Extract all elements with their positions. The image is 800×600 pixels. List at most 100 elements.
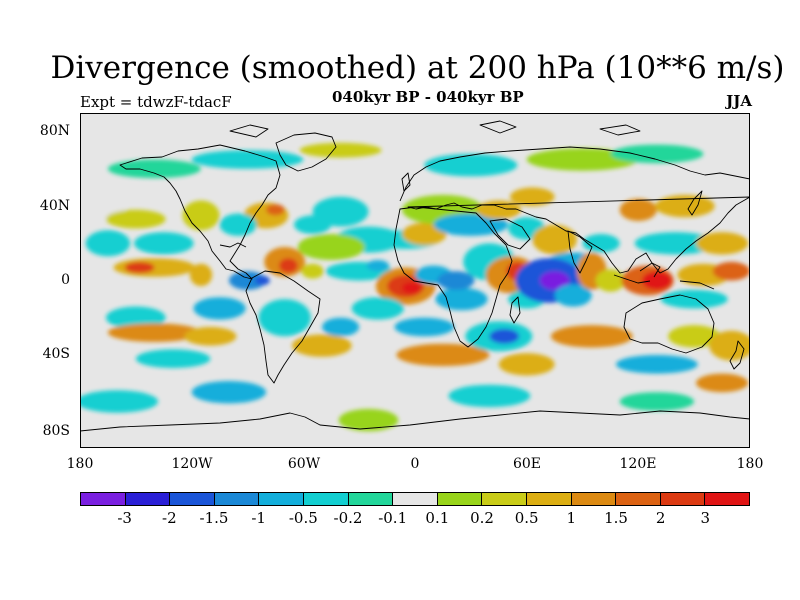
colorbar-label: 0.5 (514, 509, 539, 527)
colorbar-label: 3 (700, 509, 711, 527)
colorbar-label: -1.5 (199, 509, 229, 527)
coast-britain (401, 172, 411, 192)
field-contour-21 (366, 260, 389, 272)
colorbar-label: -1 (251, 509, 266, 527)
field-contour-82 (338, 408, 399, 432)
field-contour-66 (193, 297, 246, 320)
field-contour-83 (448, 384, 531, 408)
chart-title: Divergence (smoothed) at 200 hPa (10**6 … (50, 50, 785, 86)
field-contour-76 (550, 325, 633, 348)
colorbar-swatch-12 (616, 493, 661, 505)
colorbar-swatch-3 (214, 493, 260, 505)
lon-label-0: 0 (410, 456, 420, 472)
coast-newzealand (729, 340, 745, 370)
lat-label-eq: 0 (61, 272, 70, 288)
field-contour-74 (489, 328, 520, 344)
lon-label-60e: 60E (512, 456, 542, 472)
season-label: JJA (726, 92, 752, 110)
field-contour-40 (191, 150, 304, 169)
field-contour-4 (134, 232, 194, 255)
colorbar-label: 0.1 (425, 509, 450, 527)
field-contour-60 (660, 289, 728, 309)
lat-label-80n: 80N (39, 123, 70, 139)
field-contour-7 (189, 263, 213, 287)
field-contour-54 (554, 284, 592, 307)
experiment-label: Expt = tdwzF-tdacF (80, 93, 232, 111)
coast-south-america (245, 270, 321, 384)
colorbar-swatch-10 (526, 493, 572, 505)
field-contour-79 (709, 330, 750, 361)
colorbar-swatch-1 (125, 493, 171, 505)
colorbar-label: -0.1 (378, 509, 408, 527)
lat-label-40s: 40S (42, 346, 70, 362)
field-contour-41 (299, 142, 382, 158)
field-contour-6 (124, 261, 155, 274)
field-contour-45 (402, 282, 421, 294)
field-contour-35 (634, 232, 717, 255)
colorbar (80, 492, 750, 506)
colorbar-swatch-2 (170, 493, 215, 505)
colorbar-swatch-13 (660, 493, 706, 505)
field-contour-19 (297, 234, 365, 260)
field-contour-85 (696, 373, 749, 393)
period-label: 040kyr BP - 040kyr BP (332, 88, 524, 106)
field-contour-58 (642, 271, 672, 290)
field-contour-53 (539, 271, 570, 290)
lon-label-180e: 180 (736, 456, 764, 472)
field-contour-38 (424, 153, 518, 177)
colorbar-swatch-8 (437, 493, 483, 505)
coast-arabia (489, 218, 531, 250)
field-contour-36 (696, 232, 749, 255)
coast-madagascar (509, 296, 521, 324)
field-contour-9 (255, 275, 270, 286)
field-contour-42 (610, 144, 704, 164)
colorbar-swatch-5 (303, 493, 349, 505)
field-contour-84 (619, 392, 695, 411)
field-contour-33 (619, 198, 657, 221)
field-contour-15 (219, 213, 257, 236)
field-contour-62 (106, 306, 166, 329)
field-contour-1 (106, 209, 166, 229)
field-layer (80, 142, 750, 432)
field-contour-81 (191, 381, 267, 404)
field-contour-39 (107, 159, 201, 179)
coast-gulf (219, 242, 247, 248)
field-contour-14 (266, 204, 285, 216)
coastlines (80, 120, 750, 432)
coast-antarctica (80, 410, 750, 432)
field-contour-48 (437, 271, 475, 290)
field-contour-56 (595, 269, 626, 292)
colorbar-swatch-11 (571, 493, 617, 505)
divergence-map (80, 113, 750, 448)
colorbar-label: 1 (566, 509, 577, 527)
field-contour-71 (394, 317, 455, 337)
colorbar-label: -0.2 (333, 509, 363, 527)
colorbar-label: -3 (117, 509, 132, 527)
coast-indonesia (613, 262, 715, 290)
lon-label-60w: 60W (287, 456, 321, 472)
field-contour-27 (476, 200, 522, 220)
colorbar-label: -0.5 (288, 509, 318, 527)
field-contour-61 (712, 261, 750, 281)
coast-australia (623, 294, 715, 354)
field-contour-72 (396, 343, 490, 367)
field-contour-75 (498, 353, 555, 376)
coast-eurasia (399, 146, 750, 274)
field-contour-70 (351, 297, 404, 320)
colorbar-swatch-6 (348, 493, 394, 505)
lon-label-180w: 180 (66, 456, 94, 472)
lat-label-40n: 40N (39, 198, 70, 214)
colorbar-label: 1.5 (604, 509, 628, 527)
field-contour-17 (312, 196, 369, 227)
colorbar-label: -2 (162, 509, 177, 527)
field-contour-30 (532, 224, 577, 255)
coast-japan (687, 190, 703, 216)
coast-africa (393, 206, 513, 348)
field-contour-25 (433, 213, 508, 236)
field-contour-11 (279, 258, 298, 273)
coast-north-america (119, 144, 281, 280)
colorbar-swatch-14 (705, 493, 749, 505)
field-contour-65 (135, 349, 211, 368)
field-contour-23 (402, 222, 447, 246)
field-contour-64 (184, 327, 237, 346)
